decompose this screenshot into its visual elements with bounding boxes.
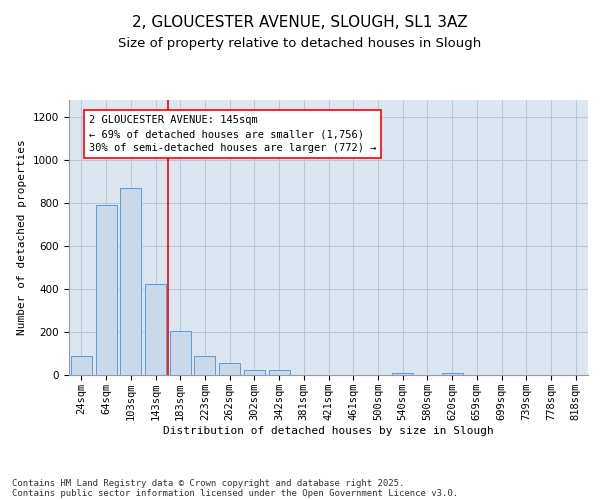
Bar xyxy=(194,356,215,375)
Bar xyxy=(95,206,116,375)
X-axis label: Distribution of detached houses by size in Slough: Distribution of detached houses by size … xyxy=(163,426,494,436)
Bar xyxy=(219,363,240,375)
Bar xyxy=(244,370,265,375)
Text: Contains public sector information licensed under the Open Government Licence v3: Contains public sector information licen… xyxy=(12,488,458,498)
Y-axis label: Number of detached properties: Number of detached properties xyxy=(17,140,28,336)
Bar xyxy=(269,370,290,375)
Text: 2, GLOUCESTER AVENUE, SLOUGH, SL1 3AZ: 2, GLOUCESTER AVENUE, SLOUGH, SL1 3AZ xyxy=(132,15,468,30)
Text: 2 GLOUCESTER AVENUE: 145sqm
← 69% of detached houses are smaller (1,756)
30% of : 2 GLOUCESTER AVENUE: 145sqm ← 69% of det… xyxy=(89,115,376,153)
Text: Contains HM Land Registry data © Crown copyright and database right 2025.: Contains HM Land Registry data © Crown c… xyxy=(12,478,404,488)
Bar xyxy=(442,373,463,375)
Bar xyxy=(71,356,92,375)
Bar xyxy=(392,373,413,375)
Bar xyxy=(170,331,191,375)
Bar xyxy=(145,284,166,375)
Bar xyxy=(120,188,141,375)
Text: Size of property relative to detached houses in Slough: Size of property relative to detached ho… xyxy=(118,38,482,51)
